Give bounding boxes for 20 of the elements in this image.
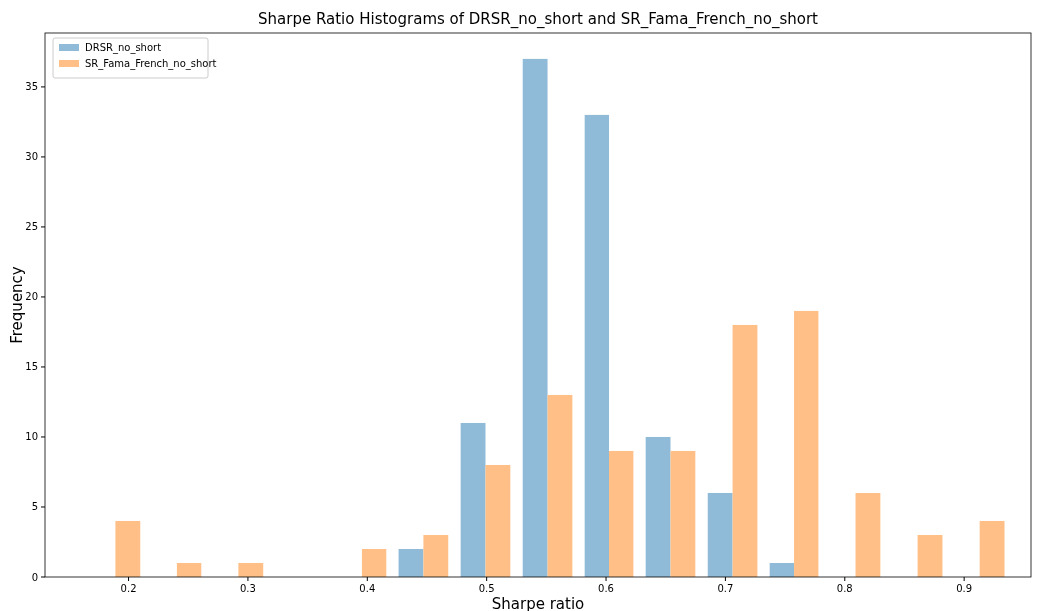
y-axis-title: Frequency — [8, 266, 26, 344]
y-tick-label: 10 — [25, 431, 38, 443]
x-tick-label: 0.3 — [239, 583, 256, 594]
x-tick-label: 0.4 — [359, 583, 376, 594]
x-tick-label: 0.9 — [956, 583, 973, 594]
legend-label: DRSR_no_short — [85, 42, 162, 54]
y-tick-label: 30 — [25, 151, 38, 163]
legend-label: SR_Fama_French_no_short — [85, 58, 217, 70]
chart-title: Sharpe Ratio Histograms of DRSR_no_short and SR_Fama_French_no_short — [258, 10, 819, 29]
x-tick-label: 0.8 — [836, 583, 853, 594]
y-tick-label: 0 — [31, 571, 38, 583]
y-tick-label: 15 — [25, 361, 38, 373]
y-tick-label: 35 — [25, 81, 38, 93]
x-tick-label: 0.7 — [717, 583, 734, 594]
y-tick-label: 20 — [25, 291, 38, 303]
x-tick-label: 0.2 — [120, 583, 137, 594]
y-tick-label: 5 — [31, 501, 38, 513]
x-tick-label: 0.6 — [598, 583, 614, 594]
y-tick-label: 25 — [25, 221, 38, 233]
x-tick-label: 0.5 — [478, 583, 495, 594]
